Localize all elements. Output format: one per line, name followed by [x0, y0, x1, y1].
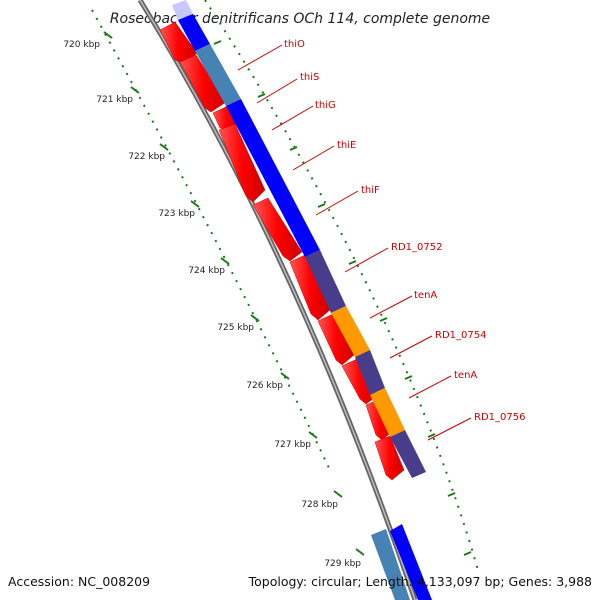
- gene-labels: thiO thiS thiG thiE thiF RD1_0752 tenA R…: [237, 39, 525, 441]
- accession-text: Accession: NC_008209: [8, 574, 150, 589]
- tick-mark: [130, 86, 140, 94]
- map-title: Roseobacter denitrificans OCh 114, compl…: [110, 11, 490, 27]
- leader-line: [369, 295, 413, 319]
- cds-arrow[interactable]: [289, 254, 331, 321]
- tick-label: 720 kbp: [63, 40, 100, 50]
- gene-block[interactable]: [226, 99, 320, 257]
- tick-label: 722 kbp: [128, 152, 165, 162]
- tick-mark: [317, 203, 326, 208]
- gene-label[interactable]: tenA: [454, 370, 477, 381]
- tick-mark: [190, 200, 200, 208]
- leader-line: [389, 335, 433, 359]
- tick-mark: [280, 372, 290, 380]
- gene-block[interactable]: [178, 14, 210, 51]
- tick-mark: [333, 490, 343, 498]
- tick-mark: [308, 431, 318, 439]
- tick-mark: [289, 146, 298, 151]
- tick-label: 726 kbp: [246, 381, 283, 391]
- gene-label[interactable]: RD1_0754: [435, 330, 486, 341]
- leader-line: [292, 145, 335, 171]
- gene-label[interactable]: thiO: [284, 39, 305, 50]
- axis-ticks: 720 kbp 721 kbp 722 kbp 723 kbp 724 kbp …: [63, 31, 472, 569]
- gene-block[interactable]: [390, 524, 432, 600]
- tick-label: 727 kbp: [274, 440, 311, 450]
- tick-label: 729 kbp: [324, 559, 361, 569]
- leader-line: [315, 190, 359, 216]
- gene-label[interactable]: RD1_0756: [474, 412, 525, 423]
- cds-arrow[interactable]: [341, 358, 379, 405]
- gene-label[interactable]: thiF: [361, 185, 380, 196]
- leader-line: [344, 247, 389, 273]
- gene-block[interactable]: [195, 44, 241, 106]
- tick-mark: [213, 40, 222, 45]
- cds-arrow[interactable]: [317, 313, 355, 366]
- tick-mark: [355, 548, 365, 556]
- cds-track: [159, 21, 405, 481]
- gene-label[interactable]: thiG: [315, 100, 336, 111]
- cds-arrow[interactable]: [374, 435, 405, 481]
- tick-mark: [220, 257, 230, 265]
- backbone-highlight: [139, 0, 416, 600]
- tick-label: 728 kbp: [301, 500, 338, 510]
- tick-mark: [379, 317, 388, 322]
- tick-label: 724 kbp: [188, 266, 225, 276]
- tick-mark: [250, 314, 260, 322]
- gene-block[interactable]: [305, 250, 346, 313]
- cds-arrow[interactable]: [179, 54, 227, 113]
- cds-arrow[interactable]: [252, 197, 303, 262]
- tick-mark: [463, 551, 472, 556]
- tick-mark: [103, 31, 113, 39]
- leader-line: [237, 44, 283, 71]
- gene-block[interactable]: [370, 388, 405, 437]
- gene-block[interactable]: [390, 430, 426, 478]
- cds-arrow[interactable]: [218, 123, 266, 203]
- gene-label[interactable]: thiE: [337, 140, 356, 151]
- gene-block[interactable]: [172, 0, 193, 20]
- topology-text: Topology: circular; Length: 4,133,097 bp…: [248, 574, 592, 589]
- gene-label[interactable]: thiS: [300, 72, 319, 83]
- tick-label: 725 kbp: [217, 323, 254, 333]
- tick-mark: [257, 93, 266, 98]
- leader-line: [271, 105, 314, 131]
- tick-mark: [447, 492, 456, 497]
- scale-line-outer: [204, 0, 479, 571]
- tick-mark: [404, 375, 413, 380]
- leader-line: [256, 78, 298, 104]
- tick-mark: [348, 260, 357, 265]
- gene-block[interactable]: [331, 306, 370, 357]
- leader-line: [408, 375, 452, 399]
- tick-label: 721 kbp: [96, 95, 133, 105]
- gene-block[interactable]: [371, 529, 410, 600]
- tick-mark: [427, 433, 436, 438]
- leader-line: [427, 417, 472, 441]
- backbone: [137, 0, 418, 600]
- gene-label[interactable]: RD1_0752: [391, 242, 442, 253]
- gene-block[interactable]: [355, 350, 385, 395]
- gene-label[interactable]: tenA: [414, 290, 437, 301]
- tick-label: 723 kbp: [158, 209, 195, 219]
- color-track: [172, 0, 432, 600]
- tick-mark: [159, 143, 169, 151]
